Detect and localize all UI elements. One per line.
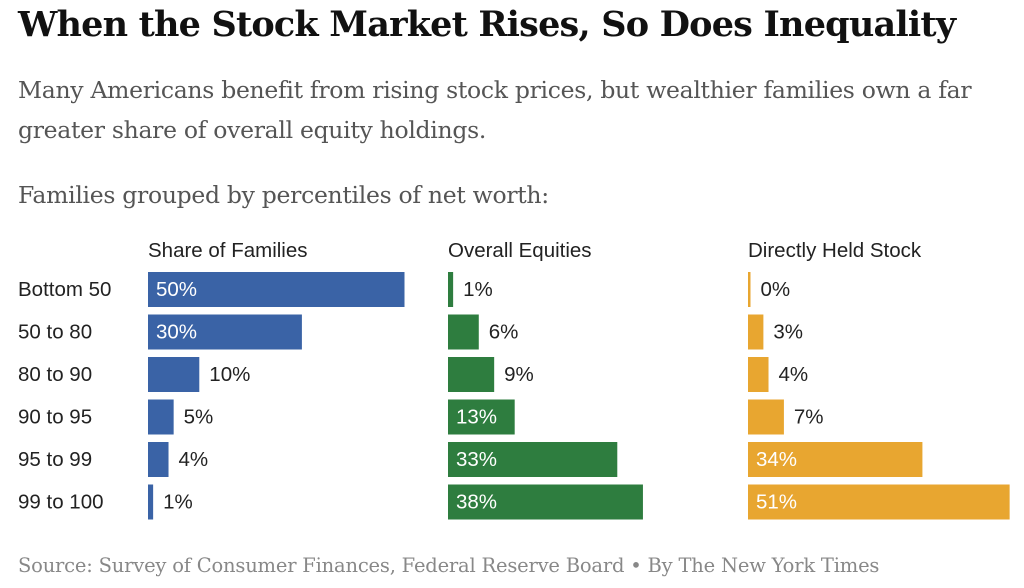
data-label-directly-held-stock: 51% <box>756 491 797 514</box>
bar-directly-held-stock <box>748 314 764 350</box>
bar-overall-equities <box>448 357 495 392</box>
bar-share-of-families <box>148 272 405 307</box>
bar-directly-held-stock <box>748 357 769 392</box>
data-label-share-of-families: 4% <box>179 448 209 471</box>
bar-share-of-families <box>148 357 200 392</box>
bar-overall-equities <box>448 399 515 435</box>
data-label-directly-held-stock: 7% <box>794 406 824 429</box>
data-label-directly-held-stock: 0% <box>761 278 791 301</box>
data-label-share-of-families: 1% <box>163 491 193 514</box>
data-label-overall-equities: 38% <box>456 491 497 514</box>
category-label: 95 to 99 <box>18 448 92 471</box>
bar-share-of-families <box>148 484 154 520</box>
bar-directly-held-stock <box>748 399 784 435</box>
bar-share-of-families <box>148 442 169 477</box>
data-label-overall-equities: 1% <box>463 278 493 301</box>
data-label-overall-equities: 9% <box>504 363 534 386</box>
panel-header-share-of-families: Share of Families <box>148 239 308 262</box>
bar-overall-equities <box>448 442 618 477</box>
category-label: Bottom 50 <box>18 278 111 301</box>
panel-header-overall-equities: Overall Equities <box>448 239 592 262</box>
bar-overall-equities <box>448 484 643 520</box>
group-label: Families grouped by percentiles of net w… <box>18 181 549 209</box>
data-label-overall-equities: 6% <box>489 321 519 344</box>
data-label-directly-held-stock: 4% <box>779 363 809 386</box>
category-label: 90 to 95 <box>18 406 92 429</box>
data-label-share-of-families: 30% <box>156 321 197 344</box>
chart-subtitle: Many Americans benefit from rising stock… <box>18 76 972 144</box>
bar-share-of-families <box>148 314 302 350</box>
bar-share-of-families <box>148 399 174 435</box>
panel-header-directly-held-stock: Directly Held Stock <box>748 239 922 262</box>
bar-directly-held-stock <box>748 484 1010 520</box>
bar-directly-held-stock <box>748 442 923 477</box>
data-label-overall-equities: 33% <box>456 448 497 471</box>
source-note: Source: Survey of Consumer Finances, Fed… <box>18 554 880 577</box>
data-label-share-of-families: 50% <box>156 278 197 301</box>
bar-overall-equities <box>448 272 454 307</box>
data-label-overall-equities: 13% <box>456 406 497 429</box>
data-label-directly-held-stock: 34% <box>756 448 797 471</box>
bar-overall-equities <box>448 314 479 350</box>
data-label-share-of-families: 10% <box>209 363 250 386</box>
category-label: 80 to 90 <box>18 363 92 386</box>
bar-directly-held-stock <box>748 272 751 307</box>
chart-title: When the Stock Market Rises, So Does Ine… <box>18 4 956 45</box>
data-label-directly-held-stock: 3% <box>773 321 803 344</box>
data-label-share-of-families: 5% <box>184 406 214 429</box>
category-label: 50 to 80 <box>18 321 92 344</box>
category-label: 99 to 100 <box>18 491 104 514</box>
